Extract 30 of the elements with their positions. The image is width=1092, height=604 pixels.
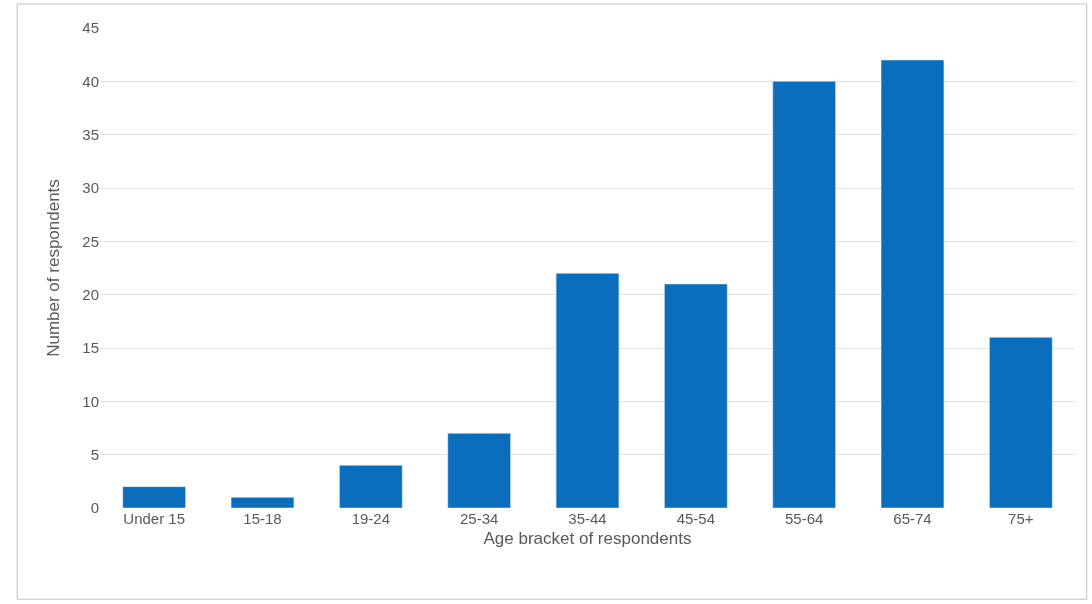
x-axis-title: Age bracket of respondents bbox=[483, 529, 692, 549]
x-tick-label: 35-44 bbox=[568, 510, 607, 527]
x-tick-label: 15-18 bbox=[243, 510, 282, 527]
bar bbox=[772, 81, 836, 508]
y-tick-label: 45 bbox=[82, 19, 99, 37]
bar bbox=[122, 486, 186, 508]
y-tick-label: 25 bbox=[82, 232, 99, 250]
y-tick-label: 30 bbox=[82, 179, 99, 197]
y-tick-label: 40 bbox=[82, 72, 99, 90]
bar bbox=[664, 283, 728, 508]
y-tick-label: 20 bbox=[82, 285, 99, 303]
x-tick-label: 55-64 bbox=[784, 510, 824, 527]
x-tick-label: 65-74 bbox=[893, 510, 932, 527]
y-tick-label: 15 bbox=[82, 339, 99, 357]
x-tick-label: 25-34 bbox=[459, 510, 499, 527]
bar bbox=[989, 337, 1053, 508]
x-tick-label: 19-24 bbox=[351, 510, 391, 527]
y-tick-label: 5 bbox=[90, 445, 99, 463]
x-tick-label: Under 15 bbox=[123, 510, 186, 527]
y-tick-label: 10 bbox=[82, 392, 99, 410]
bar bbox=[230, 497, 295, 508]
bar bbox=[447, 433, 511, 508]
x-tick-label: 45-54 bbox=[676, 510, 716, 527]
y-axis-title: Number of respondents bbox=[43, 179, 63, 357]
bar bbox=[880, 59, 945, 508]
y-tick-label: 0 bbox=[90, 499, 99, 517]
bar bbox=[339, 465, 403, 508]
bar bbox=[555, 273, 620, 508]
x-tick-label: 75+ bbox=[1008, 510, 1034, 527]
y-tick-label: 35 bbox=[82, 125, 99, 143]
